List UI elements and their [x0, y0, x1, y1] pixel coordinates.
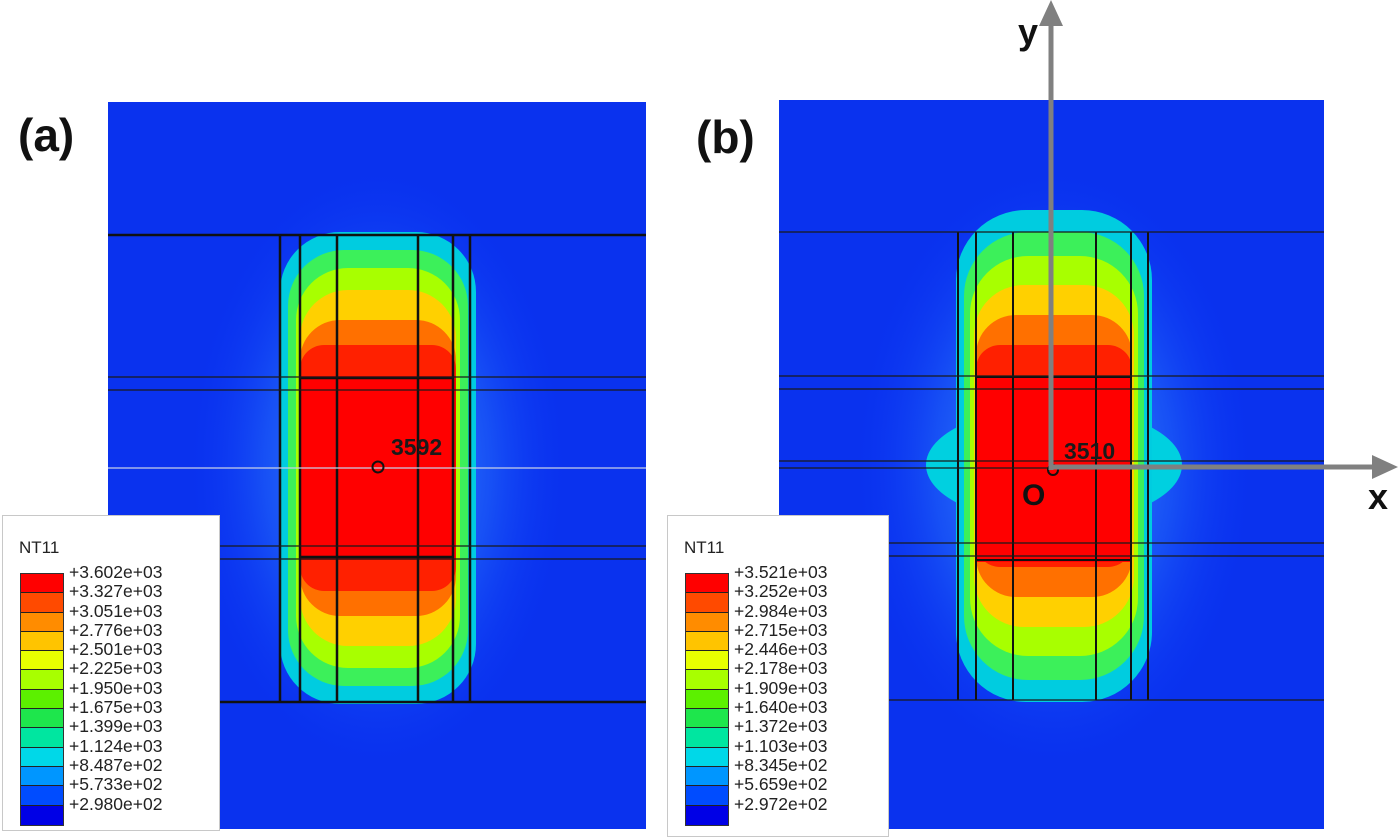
legend-value: +2.984e+03	[734, 600, 828, 621]
legend-value: +1.399e+03	[69, 716, 163, 737]
coordinate-axes: y x O	[1018, 0, 1398, 517]
legend-band	[21, 766, 63, 787]
legend-band	[21, 805, 63, 825]
legend-band	[686, 689, 728, 710]
probe-value-b: 3510	[1064, 438, 1115, 464]
legend-band	[21, 670, 63, 690]
legend-b: NT11 +3.521e+03 +3.252e+03 +2.984e+03 +2.71…	[667, 515, 889, 837]
legend-colorbar-a	[20, 573, 64, 826]
panel-label-b: (b)	[696, 111, 755, 163]
panel-a-contour: 3592	[108, 102, 646, 829]
legend-band	[686, 747, 728, 767]
legend-value: +2.972e+02	[734, 793, 828, 814]
y-axis-arrowhead	[1039, 0, 1063, 26]
legend-band	[686, 631, 728, 652]
legend-value: +2.446e+03	[734, 639, 828, 660]
legend-value: +2.501e+03	[69, 639, 163, 660]
legend-value: +1.640e+03	[734, 697, 828, 718]
legend-value: +2.225e+03	[69, 658, 163, 679]
legend-value: +2.980e+02	[69, 793, 163, 814]
legend-value: +1.950e+03	[69, 677, 163, 698]
legend-value: +8.487e+02	[69, 754, 163, 775]
legend-band	[21, 689, 63, 710]
legend-value: +2.776e+03	[69, 619, 163, 640]
legend-band	[21, 612, 63, 632]
legend-band	[686, 670, 728, 690]
legend-value: +1.124e+03	[69, 735, 163, 756]
x-axis-arrowhead	[1372, 455, 1398, 479]
origin-label: O	[1022, 479, 1045, 512]
legend-band	[21, 651, 63, 671]
legend-value: +5.733e+02	[69, 774, 163, 795]
legend-band	[21, 593, 63, 613]
y-axis-label: y	[1018, 11, 1038, 52]
legend-value: +3.051e+03	[69, 600, 163, 621]
legend-value: +3.602e+03	[69, 562, 163, 582]
probe-value-a: 3592	[391, 434, 442, 460]
legend-colorbar-b	[685, 573, 729, 826]
x-axis-label: x	[1368, 476, 1388, 517]
legend-band	[21, 631, 63, 652]
legend-value: +1.675e+03	[69, 697, 163, 718]
legend-values-b: +3.521e+03 +3.252e+03 +2.984e+03 +2.715e+03…	[734, 562, 828, 814]
legend-title-b: NT11	[684, 538, 725, 557]
legend-title-a: NT11	[19, 538, 60, 557]
legend-value: +3.521e+03	[734, 562, 828, 582]
legend-band	[686, 728, 728, 748]
legend-band	[21, 728, 63, 748]
legend-value: +1.103e+03	[734, 735, 828, 756]
legend-band	[686, 574, 728, 594]
legend-band	[21, 574, 63, 594]
legend-band	[686, 709, 728, 729]
legend-value: +8.345e+02	[734, 754, 828, 775]
legend-value: +1.372e+03	[734, 716, 828, 737]
legend-a: NT11 +3.602e+03 +3.327e+03 +3.051e+03 +2.77…	[2, 515, 220, 831]
panel-label-a: (a)	[18, 109, 75, 161]
legend-value: +2.178e+03	[734, 658, 828, 679]
legend-value: +1.909e+03	[734, 677, 828, 698]
legend-band	[686, 651, 728, 671]
legend-values-a: +3.602e+03 +3.327e+03 +3.051e+03 +2.776e+03…	[69, 562, 163, 814]
legend-band	[686, 766, 728, 787]
legend-band	[686, 612, 728, 632]
legend-band	[686, 593, 728, 613]
legend-value: +2.715e+03	[734, 619, 828, 640]
legend-value: +3.252e+03	[734, 581, 828, 602]
legend-value: +3.327e+03	[69, 581, 163, 602]
legend-band	[21, 709, 63, 729]
legend-band	[21, 786, 63, 806]
legend-band	[686, 786, 728, 806]
legend-band	[686, 805, 728, 825]
probe-marker-a	[371, 460, 385, 474]
legend-value: +5.659e+02	[734, 774, 828, 795]
legend-band	[21, 747, 63, 767]
